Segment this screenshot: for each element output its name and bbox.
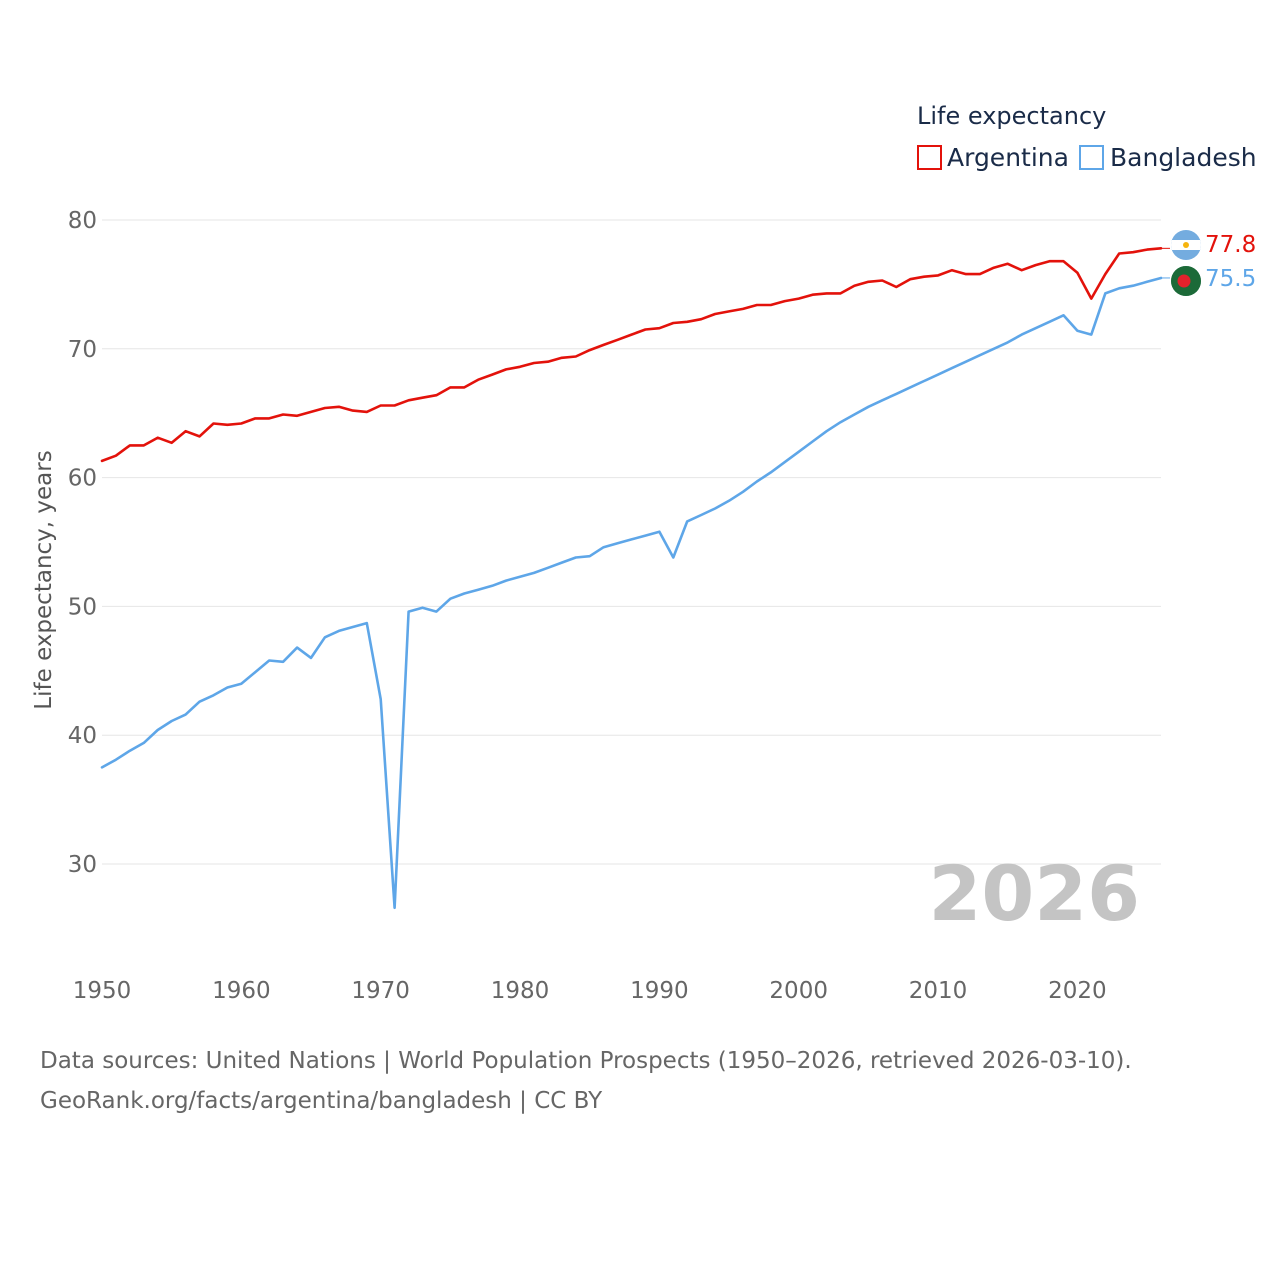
x-tick-label: 1990	[630, 978, 689, 1004]
series-lines	[100, 247, 1170, 910]
x-tick-label: 1960	[212, 978, 271, 1004]
legend-label-argentina[interactable]: Argentina	[947, 143, 1069, 172]
y-tick-label: 40	[68, 723, 97, 749]
legend-label-bangladesh[interactable]: Bangladesh	[1110, 143, 1257, 172]
argentina-end-label: 77.8	[1205, 232, 1256, 258]
life-expectancy-chart: 30 40 50 60 70 80 1950 1960 1970 1980 1990 2000 201…	[31, 102, 1257, 1004]
bangladesh-end-label: 75.5	[1205, 266, 1256, 292]
y-tick-label: 80	[68, 208, 97, 234]
x-tick-label: 2010	[909, 978, 968, 1004]
x-tick-label: 1970	[351, 978, 410, 1004]
y-tick-label: 70	[68, 337, 97, 363]
bangladesh-flag-icon	[1171, 266, 1201, 296]
year-watermark: 2026	[928, 849, 1140, 938]
attribution-link[interactable]: GeoRank.org/facts/argentina/bangladesh |…	[40, 1088, 603, 1114]
legend-swatch-bangladesh[interactable]	[1079, 145, 1104, 170]
x-tick-label: 1980	[491, 978, 550, 1004]
y-tick-label: 50	[68, 594, 97, 620]
x-tick-label: 2020	[1048, 978, 1107, 1004]
x-tick-label: 1950	[73, 978, 132, 1004]
y-tick-label: 60	[68, 466, 97, 492]
series-line-argentina[interactable]	[100, 247, 1163, 463]
series-line-bangladesh[interactable]	[100, 276, 1163, 910]
y-tick-label: 30	[68, 852, 97, 878]
data-source-text: Data sources: United Nations | World Pop…	[40, 1048, 1132, 1074]
legend-swatch-argentina[interactable]	[917, 145, 942, 170]
legend: Life expectancy Argentina Bangladesh	[917, 102, 1257, 172]
footer: Data sources: United Nations | World Pop…	[40, 1041, 1132, 1121]
x-tick-label: 2000	[769, 978, 828, 1004]
y-axis-ticks: 30 40 50 60 70 80	[68, 208, 97, 878]
grid-lines	[102, 219, 1161, 865]
legend-title: Life expectancy	[917, 102, 1106, 130]
x-axis-ticks: 1950 1960 1970 1980 1990 2000 2010 2020	[73, 978, 1107, 1004]
argentina-flag-icon	[1171, 230, 1201, 260]
y-axis-title: Life expectancy, years	[31, 450, 57, 709]
